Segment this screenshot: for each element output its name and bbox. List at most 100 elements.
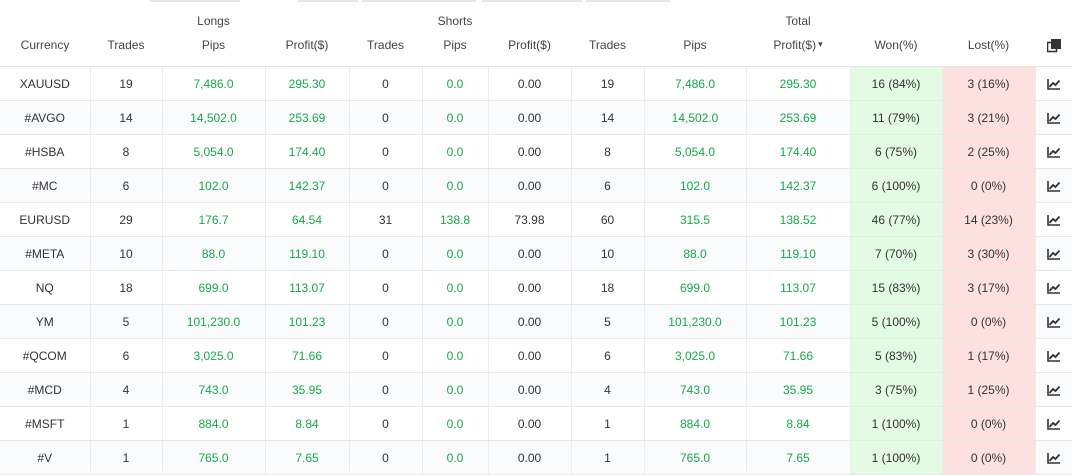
cell-total-trades: 8 <box>571 134 645 169</box>
cell-total-trades: 1 <box>571 440 645 475</box>
cell-total-trades: 10 <box>571 236 645 271</box>
col-total-pips[interactable]: Pips <box>644 38 746 67</box>
col-long-trades[interactable]: Trades <box>90 38 162 67</box>
cell-long-trades: 4 <box>90 372 163 407</box>
cell-total-trades: 6 <box>571 168 645 203</box>
cell-total-profit: 253.69 <box>746 100 851 135</box>
cell-short-profit: 0.00 <box>488 236 572 271</box>
cell-lost: 14 (23%) <box>942 202 1036 237</box>
col-short-profit[interactable]: Profit($) <box>488 38 571 67</box>
cell-won: 7 (70%) <box>850 236 943 271</box>
cell-lost: 3 (21%) <box>942 100 1036 135</box>
cell-won: 1 (100%) <box>850 406 943 441</box>
chart-icon[interactable] <box>1035 66 1072 101</box>
chart-icon[interactable] <box>1035 270 1072 305</box>
cell-short-profit: 0.00 <box>488 440 572 475</box>
col-short-pips[interactable]: Pips <box>422 38 488 67</box>
cell-won: 11 (79%) <box>850 100 943 135</box>
group-longs: Longs <box>197 14 230 28</box>
cell-short-pips: 0.0 <box>422 304 489 339</box>
cell-currency: YM <box>0 304 91 339</box>
col-short-trades[interactable]: Trades <box>349 38 422 67</box>
col-won[interactable]: Won(%) <box>850 38 942 67</box>
table-row: YM 5 101,230.0 101.23 0 0.0 0.00 5 101,230.0 101.… <box>0 304 1072 339</box>
chart-icon[interactable] <box>1035 100 1072 135</box>
table-row: #AVGO 14 14,502.0 253.69 0 0.0 0.00 14 14,502.0 2… <box>0 100 1072 135</box>
cell-total-trades: 5 <box>571 304 645 339</box>
cell-long-pips: 699.0 <box>162 270 266 305</box>
chart-icon[interactable] <box>1035 236 1072 271</box>
cell-short-pips: 0.0 <box>422 338 489 373</box>
cell-total-pips: 765.0 <box>644 440 747 475</box>
chart-icon[interactable] <box>1035 338 1072 373</box>
cell-long-trades: 18 <box>90 270 163 305</box>
cell-long-trades: 5 <box>90 304 163 339</box>
col-currency[interactable]: Currency <box>0 38 90 67</box>
cell-total-pips: 14,502.0 <box>644 100 747 135</box>
cell-short-trades: 0 <box>349 134 423 169</box>
cell-total-pips: 5,054.0 <box>644 134 747 169</box>
col-long-profit[interactable]: Profit($) <box>265 38 349 67</box>
chart-icon[interactable] <box>1035 304 1072 339</box>
cell-long-pips: 14,502.0 <box>162 100 266 135</box>
cell-won: 16 (84%) <box>850 66 943 101</box>
cell-total-profit: 7.65 <box>746 440 851 475</box>
sort-desc-icon: ▾ <box>818 39 823 49</box>
cell-short-profit: 0.00 <box>488 270 572 305</box>
col-total-trades[interactable]: Trades <box>571 38 644 67</box>
cell-short-trades: 0 <box>349 440 423 475</box>
cell-short-trades: 0 <box>349 270 423 305</box>
cell-total-pips: 884.0 <box>644 406 747 441</box>
copy-icon[interactable] <box>1035 38 1072 67</box>
cell-long-pips: 743.0 <box>162 372 266 407</box>
cell-short-trades: 0 <box>349 338 423 373</box>
cell-long-trades: 6 <box>90 168 163 203</box>
cell-won: 5 (83%) <box>850 338 943 373</box>
cell-short-profit: 0.00 <box>488 372 572 407</box>
chart-icon[interactable] <box>1035 168 1072 203</box>
cell-currency: #V <box>0 440 91 475</box>
group-total: Total <box>785 14 811 28</box>
cell-total-profit: 35.95 <box>746 372 851 407</box>
cell-short-trades: 31 <box>349 202 423 237</box>
cell-won: 5 (100%) <box>850 304 943 339</box>
cell-currency: #MCD <box>0 372 91 407</box>
cell-total-pips: 3,025.0 <box>644 338 747 373</box>
cell-currency: #AVGO <box>0 100 91 135</box>
cell-short-pips: 0.0 <box>422 440 489 475</box>
cell-won: 3 (75%) <box>850 372 943 407</box>
chart-icon[interactable] <box>1035 134 1072 169</box>
cell-short-pips: 0.0 <box>422 406 489 441</box>
cell-lost: 0 (0%) <box>942 168 1036 203</box>
chart-icon[interactable] <box>1035 372 1072 407</box>
cell-currency: #HSBA <box>0 134 91 169</box>
cell-short-profit: 0.00 <box>488 338 572 373</box>
col-total-profit[interactable]: Profit($) ▾ <box>746 38 850 67</box>
cell-currency: XAUUSD <box>0 66 91 101</box>
table-row: #QCOM 6 3,025.0 71.66 0 0.0 0.00 6 3,025.0 71.66 5… <box>0 338 1072 373</box>
table-row: #MSFT 1 884.0 8.84 0 0.0 0.00 1 884.0 8.84 1 (100%… <box>0 406 1072 441</box>
col-lost[interactable]: Lost(%) <box>942 38 1035 67</box>
cell-long-pips: 5,054.0 <box>162 134 266 169</box>
col-total-profit-label: Profit($) <box>773 38 817 52</box>
cell-total-profit: 142.37 <box>746 168 851 203</box>
cell-lost: 3 (16%) <box>942 66 1036 101</box>
cell-long-profit: 8.84 <box>265 406 350 441</box>
cell-long-trades: 8 <box>90 134 163 169</box>
col-long-pips[interactable]: Pips <box>162 38 265 67</box>
cell-long-trades: 14 <box>90 100 163 135</box>
cell-total-pips: 101,230.0 <box>644 304 747 339</box>
cell-long-trades: 6 <box>90 338 163 373</box>
cell-short-profit: 73.98 <box>488 202 572 237</box>
cell-long-pips: 102.0 <box>162 168 266 203</box>
chart-icon[interactable] <box>1035 440 1072 475</box>
cell-short-profit: 0.00 <box>488 100 572 135</box>
cell-long-pips: 884.0 <box>162 406 266 441</box>
cell-long-profit: 71.66 <box>265 338 350 373</box>
cell-currency: #QCOM <box>0 338 91 373</box>
cell-currency: NQ <box>0 270 91 305</box>
chart-icon[interactable] <box>1035 406 1072 441</box>
cell-long-pips: 88.0 <box>162 236 266 271</box>
chart-icon[interactable] <box>1035 202 1072 237</box>
